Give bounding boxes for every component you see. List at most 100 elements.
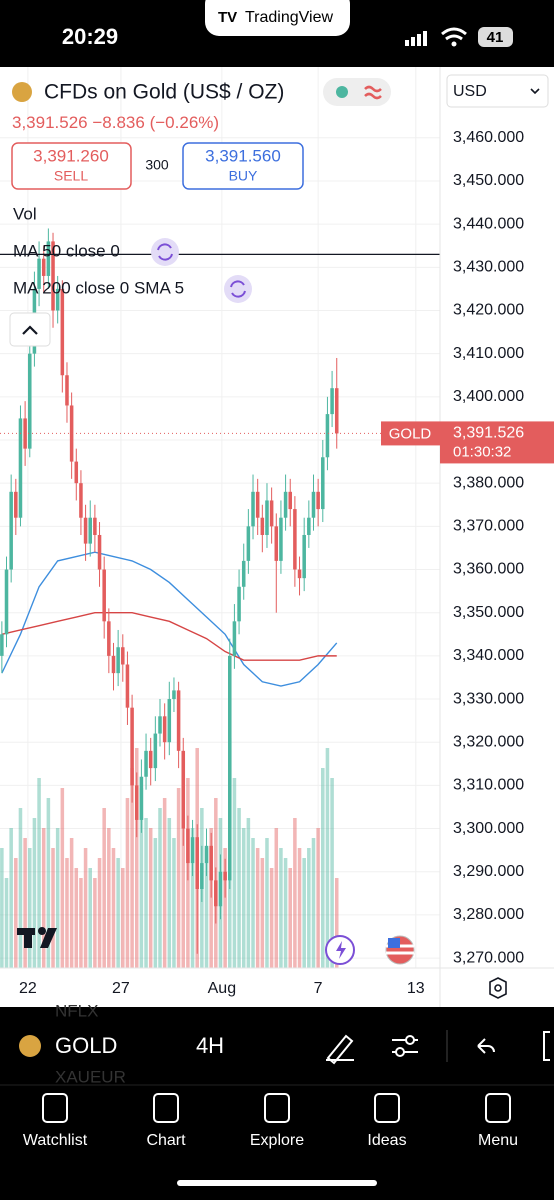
volume-bar [18, 808, 23, 968]
candle-body [4, 569, 9, 635]
symbol-icon [12, 82, 32, 102]
volume-bar [102, 808, 106, 968]
volume-bar [153, 838, 158, 968]
slider-knob [405, 1035, 415, 1045]
y-tick-label: 3,360.000 [453, 561, 524, 578]
volume-bar [51, 848, 55, 968]
candle-body [60, 288, 65, 376]
status-pill[interactable] [323, 78, 391, 106]
candle-body [195, 837, 199, 889]
draw-tool[interactable] [326, 1034, 354, 1065]
refresh-glyph [230, 280, 246, 298]
buy-price: 3,391.560 [205, 146, 281, 165]
app-name: TradingView [245, 9, 333, 26]
volume-bar [32, 818, 37, 968]
candle-body [107, 621, 111, 656]
bolt [336, 941, 346, 959]
volume-bar [88, 868, 92, 968]
volume-bar [176, 788, 181, 968]
ghost-symbol: XAUEUR [55, 1067, 126, 1086]
candle-body [144, 750, 148, 777]
candle-body [18, 418, 23, 518]
y-tick-label: 3,270.000 [453, 949, 524, 966]
volume-bar [97, 858, 102, 968]
y-tick-label: 3,290.000 [453, 863, 524, 880]
volume-bar [9, 828, 13, 968]
nav-label[interactable]: Watchlist [23, 1132, 88, 1149]
nav-icon[interactable] [374, 1093, 400, 1123]
candle-body [223, 871, 227, 881]
candle-body [311, 491, 316, 518]
candle-body [218, 871, 223, 907]
nav-label[interactable]: Chart [146, 1132, 186, 1149]
volume-bar [246, 818, 251, 968]
y-tick-label: 3,420.000 [453, 302, 524, 319]
undo[interactable] [477, 1038, 495, 1054]
volume-bar [116, 858, 120, 968]
candle-body [302, 534, 306, 579]
volume-bar [111, 848, 116, 968]
volume-bar [209, 828, 213, 968]
slider-knob [395, 1047, 405, 1057]
settings-button[interactable] [489, 977, 507, 999]
candle-body [69, 405, 74, 462]
nav-icon[interactable] [153, 1093, 179, 1123]
candle-body [134, 785, 139, 820]
nav-icon[interactable] [485, 1093, 511, 1123]
nav-label[interactable]: Ideas [367, 1132, 406, 1149]
candle-body [307, 517, 311, 535]
volume-bar [93, 878, 97, 968]
volume-bar [60, 788, 65, 968]
toolbar-symbol[interactable]: GOLD [55, 1033, 117, 1058]
candle-body [121, 647, 125, 665]
candle-body [65, 375, 69, 406]
volume-bar [330, 778, 334, 968]
candle-body [153, 733, 158, 769]
candle-body [283, 491, 288, 518]
currency-select[interactable] [446, 74, 549, 108]
wifi [441, 27, 467, 41]
candle-body [139, 776, 144, 820]
refresh-icon[interactable] [151, 238, 179, 266]
volume-bar [204, 848, 209, 968]
buy-button[interactable] [182, 142, 304, 190]
candle-body [79, 483, 83, 518]
interval[interactable]: 4H [196, 1033, 224, 1058]
volume-bar [190, 828, 195, 968]
price-line: 3,391.526 −8.836 (−0.26%) [12, 113, 219, 132]
y-tick-label: 3,340.000 [453, 647, 524, 664]
collapse-button[interactable] [9, 312, 51, 347]
volume-bar [121, 868, 125, 968]
symbol-tag-label: GOLD [389, 425, 432, 442]
wifi-dot [451, 41, 457, 47]
y-tick-label: 3,380.000 [453, 474, 524, 491]
candle-body [274, 526, 279, 561]
y-tick-label: 3,280.000 [453, 906, 524, 923]
sell-button[interactable] [11, 142, 132, 190]
refresh-glyph [157, 243, 173, 261]
fullscreen[interactable] [543, 1031, 550, 1061]
candle-body [209, 845, 213, 881]
volume-bar [241, 828, 246, 968]
candle-body [176, 690, 181, 751]
volume-bar [325, 748, 330, 968]
candle-body [241, 560, 246, 587]
nav-label[interactable]: Explore [250, 1132, 304, 1149]
candle-body [97, 534, 102, 570]
volume-bar [293, 818, 297, 968]
vol-legend: Vol [13, 204, 37, 223]
candle-body [111, 655, 116, 674]
candle-body [172, 690, 176, 700]
nav-icon[interactable] [42, 1093, 68, 1123]
x-tick-label: 22 [19, 980, 37, 997]
nav-icon[interactable] [264, 1093, 290, 1123]
refresh-icon[interactable] [224, 275, 252, 303]
symbol-icon [19, 1035, 41, 1057]
nav-label[interactable]: Menu [478, 1132, 518, 1149]
volume-bar [181, 758, 186, 968]
candle-body [162, 716, 167, 743]
candle-body [0, 634, 4, 656]
symbol-tag [381, 421, 440, 446]
volume-bar [334, 878, 339, 968]
